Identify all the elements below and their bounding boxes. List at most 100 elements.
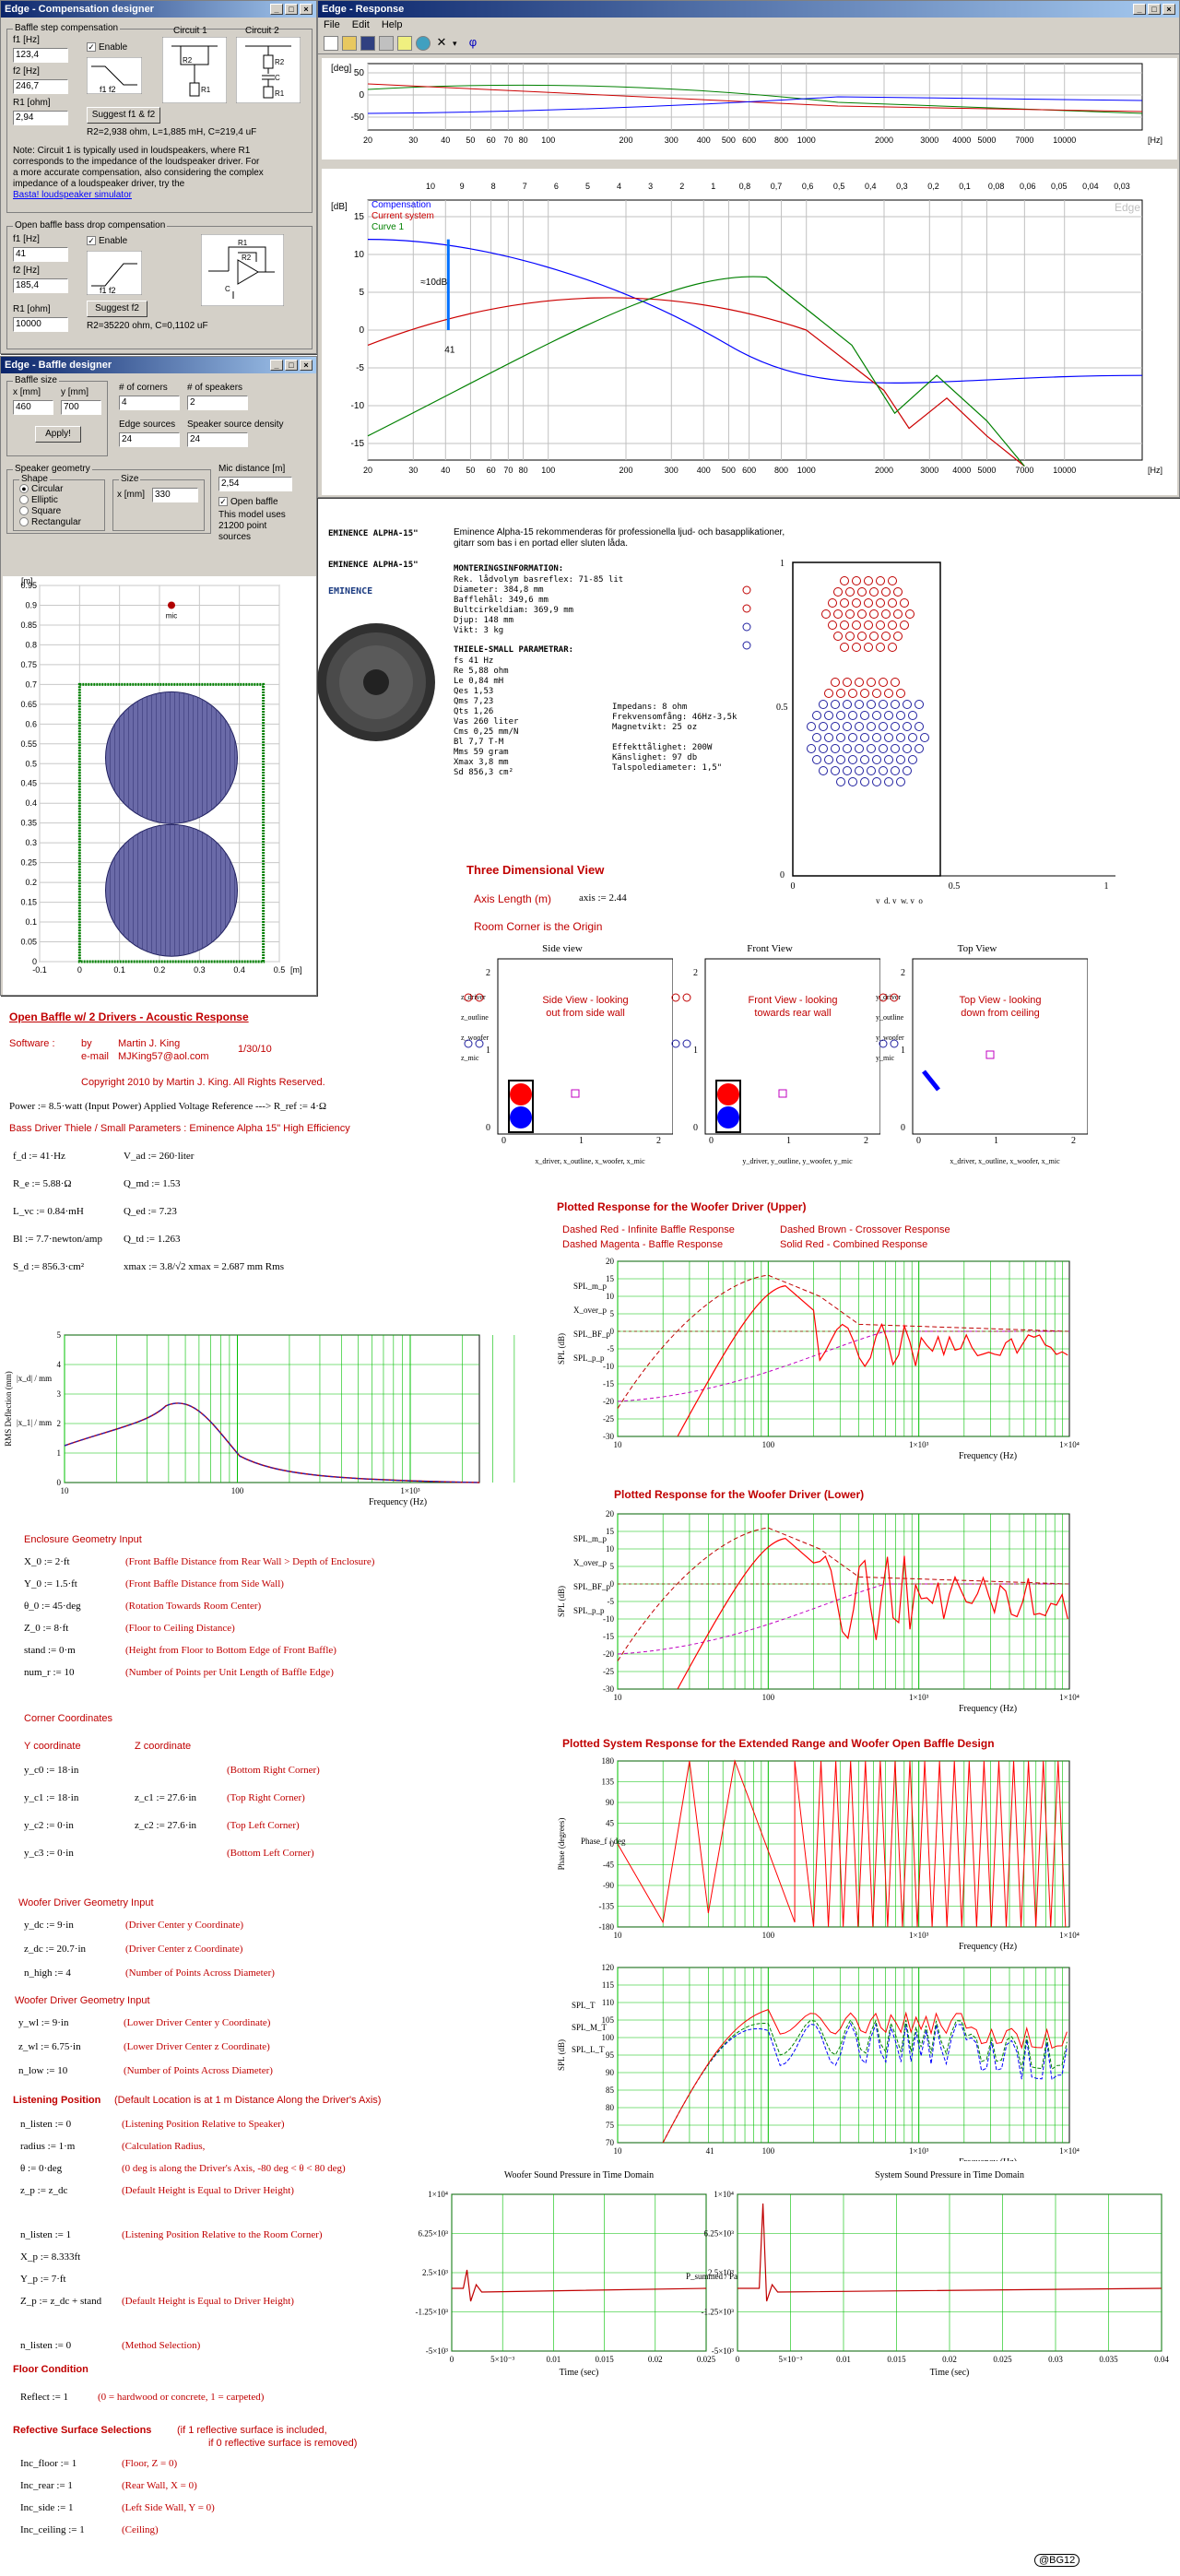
delete-icon[interactable]: ✕ bbox=[436, 35, 447, 49]
lower-point bbox=[896, 711, 905, 720]
software-label: Software : bbox=[9, 1038, 55, 1049]
menu-edit[interactable]: Edit bbox=[351, 19, 370, 30]
y-tick: 0 bbox=[780, 870, 785, 880]
maximize-button[interactable]: □ bbox=[285, 4, 298, 15]
x-axis-label: Frequency (Hz) bbox=[959, 1451, 1017, 1461]
wavelength-tick: 3 bbox=[648, 182, 653, 191]
globe-icon[interactable] bbox=[416, 36, 431, 51]
ob-enable-checkbox[interactable]: ✓ Enable bbox=[87, 236, 128, 246]
close-button[interactable]: × bbox=[300, 4, 313, 15]
baffle-x-input[interactable]: 460 bbox=[13, 400, 53, 415]
minimize-button[interactable]: _ bbox=[1133, 4, 1146, 15]
comment: (Lower Driver Center y Coordinate) bbox=[124, 2017, 271, 2028]
x-tick-label: 0.3 bbox=[194, 965, 206, 975]
circular-radio[interactable]: ● Circular bbox=[19, 484, 63, 494]
dropdown-icon[interactable]: ▾ bbox=[453, 39, 457, 48]
upper-point bbox=[852, 643, 861, 652]
edge-sources-select[interactable]: 24 bbox=[119, 432, 180, 447]
list-item: Q_ed := 7.23 bbox=[124, 1206, 177, 1217]
square-radio[interactable]: Square bbox=[19, 506, 61, 516]
upper-point bbox=[857, 609, 867, 619]
minimize-button[interactable]: _ bbox=[270, 4, 283, 15]
f2-input[interactable]: 246,7 bbox=[13, 79, 68, 94]
close-button[interactable]: × bbox=[1162, 4, 1175, 15]
menu-help[interactable]: Help bbox=[381, 19, 403, 30]
speaker-disc-0 bbox=[105, 691, 238, 824]
series-label: SPL_M_T bbox=[572, 2023, 608, 2032]
upper-point bbox=[893, 609, 903, 619]
basta-link[interactable]: Basta! loudspeaker simulator bbox=[13, 190, 132, 200]
lower-point bbox=[843, 678, 852, 687]
hz-label: [Hz] bbox=[1148, 466, 1162, 475]
maximize-button[interactable]: □ bbox=[285, 360, 298, 371]
open-baffle-checkbox[interactable]: ✓ Open baffle bbox=[218, 497, 278, 507]
copy-icon[interactable] bbox=[379, 36, 394, 51]
x-tick-label: 0.02 bbox=[648, 2355, 663, 2364]
lower-point bbox=[884, 777, 893, 786]
y-tick-label: 70 bbox=[606, 2138, 615, 2147]
y-tick: 1 bbox=[780, 559, 785, 569]
svg-text:C: C bbox=[225, 285, 230, 293]
wavelength-tick: 0,05 bbox=[1051, 182, 1068, 191]
y-tick-label: 50 bbox=[354, 68, 365, 78]
draw-icon[interactable] bbox=[397, 36, 412, 51]
view-note: towards rear wall bbox=[754, 1008, 831, 1019]
comment: (Front Baffle Distance from Rear Wall > … bbox=[125, 1556, 375, 1567]
view-title: Front View bbox=[747, 943, 793, 954]
close-button[interactable]: × bbox=[300, 360, 313, 371]
menu-file[interactable]: File bbox=[324, 19, 340, 30]
f1-input[interactable]: 123,4 bbox=[13, 48, 68, 63]
circuit2-label: Circuit 2 bbox=[245, 26, 279, 36]
ob-r1-input[interactable]: 10000 bbox=[13, 317, 68, 332]
eminence-logo-text: EMINENCE ALPHA-15" bbox=[328, 529, 419, 538]
speakers-select[interactable]: 2 bbox=[187, 396, 248, 410]
minimize-button[interactable]: _ bbox=[270, 360, 283, 371]
suggest-f2-button[interactable]: Suggest f2 bbox=[87, 301, 148, 317]
maximize-button[interactable]: □ bbox=[1148, 4, 1161, 15]
phase-icon[interactable]: φ bbox=[468, 35, 478, 49]
baffle-title-bar: Edge - Baffle designer _ □ × bbox=[1, 357, 316, 373]
lower-point bbox=[819, 700, 828, 709]
legend-dot bbox=[671, 1039, 680, 1048]
baffle-y-input[interactable]: 700 bbox=[61, 400, 101, 415]
x-tick-label: 50 bbox=[466, 466, 475, 475]
bass-params-title: Bass Driver Thiele / Small Parameters : … bbox=[9, 1123, 350, 1134]
lower-point bbox=[824, 711, 833, 720]
circuit2-diagram: R2 C R1 bbox=[236, 37, 301, 103]
lower-point bbox=[903, 722, 912, 731]
x-tick-label: 1000 bbox=[797, 466, 816, 475]
r1-input[interactable]: 2,94 bbox=[13, 111, 68, 125]
legend-dot bbox=[475, 1039, 484, 1048]
apply-button[interactable]: Apply! bbox=[35, 426, 81, 443]
lower-point bbox=[879, 766, 888, 775]
size-x-input[interactable]: 330 bbox=[152, 488, 198, 502]
ob-f1-input[interactable]: 41 bbox=[13, 247, 68, 262]
mic-distance-input[interactable]: 2,54 bbox=[218, 477, 292, 491]
save-icon[interactable] bbox=[360, 36, 375, 51]
open-icon[interactable] bbox=[342, 36, 357, 51]
view-note: out from side wall bbox=[546, 1008, 625, 1019]
list-item: Xmax 3,8 mm bbox=[454, 758, 509, 767]
enclosure-outline bbox=[508, 1080, 534, 1133]
comment: (Driver Center y Coordinate) bbox=[125, 1920, 243, 1931]
comment: (Left Side Wall, Y = 0) bbox=[122, 2502, 215, 2513]
comment: (Driver Center z Coordinate) bbox=[125, 1944, 243, 1955]
list-item: S_d := 856.3·cm² bbox=[13, 1261, 85, 1272]
corners-select[interactable]: 4 bbox=[119, 396, 180, 410]
enable-checkbox[interactable]: ✓ Enable bbox=[87, 42, 128, 53]
view-x-label: x_driver, x_outline, x_woofer, x_mic bbox=[535, 1157, 645, 1165]
density-select[interactable]: 24 bbox=[187, 432, 248, 447]
ob-f2-input[interactable]: 185,4 bbox=[13, 278, 68, 293]
comment: (Ceiling) bbox=[122, 2524, 159, 2535]
eminence-desc-1: Eminence Alpha-15 rekommenderas för prof… bbox=[454, 527, 785, 538]
floor-expr: Reflect := 1 bbox=[20, 2392, 69, 2403]
x-tick-label: 1×10⁴ bbox=[1059, 2146, 1080, 2156]
x-tick-label: 300 bbox=[665, 136, 678, 145]
rectangular-radio[interactable]: Rectangular bbox=[19, 517, 81, 527]
legend-curve1: Curve 1 bbox=[372, 222, 404, 232]
suggest-f1f2-button[interactable]: Suggest f1 & f2 bbox=[87, 107, 160, 124]
x-tick-label: 0.03 bbox=[1048, 2355, 1063, 2364]
new-icon[interactable] bbox=[324, 36, 338, 51]
legend-dot bbox=[890, 993, 899, 1002]
elliptic-radio[interactable]: Elliptic bbox=[19, 495, 58, 505]
